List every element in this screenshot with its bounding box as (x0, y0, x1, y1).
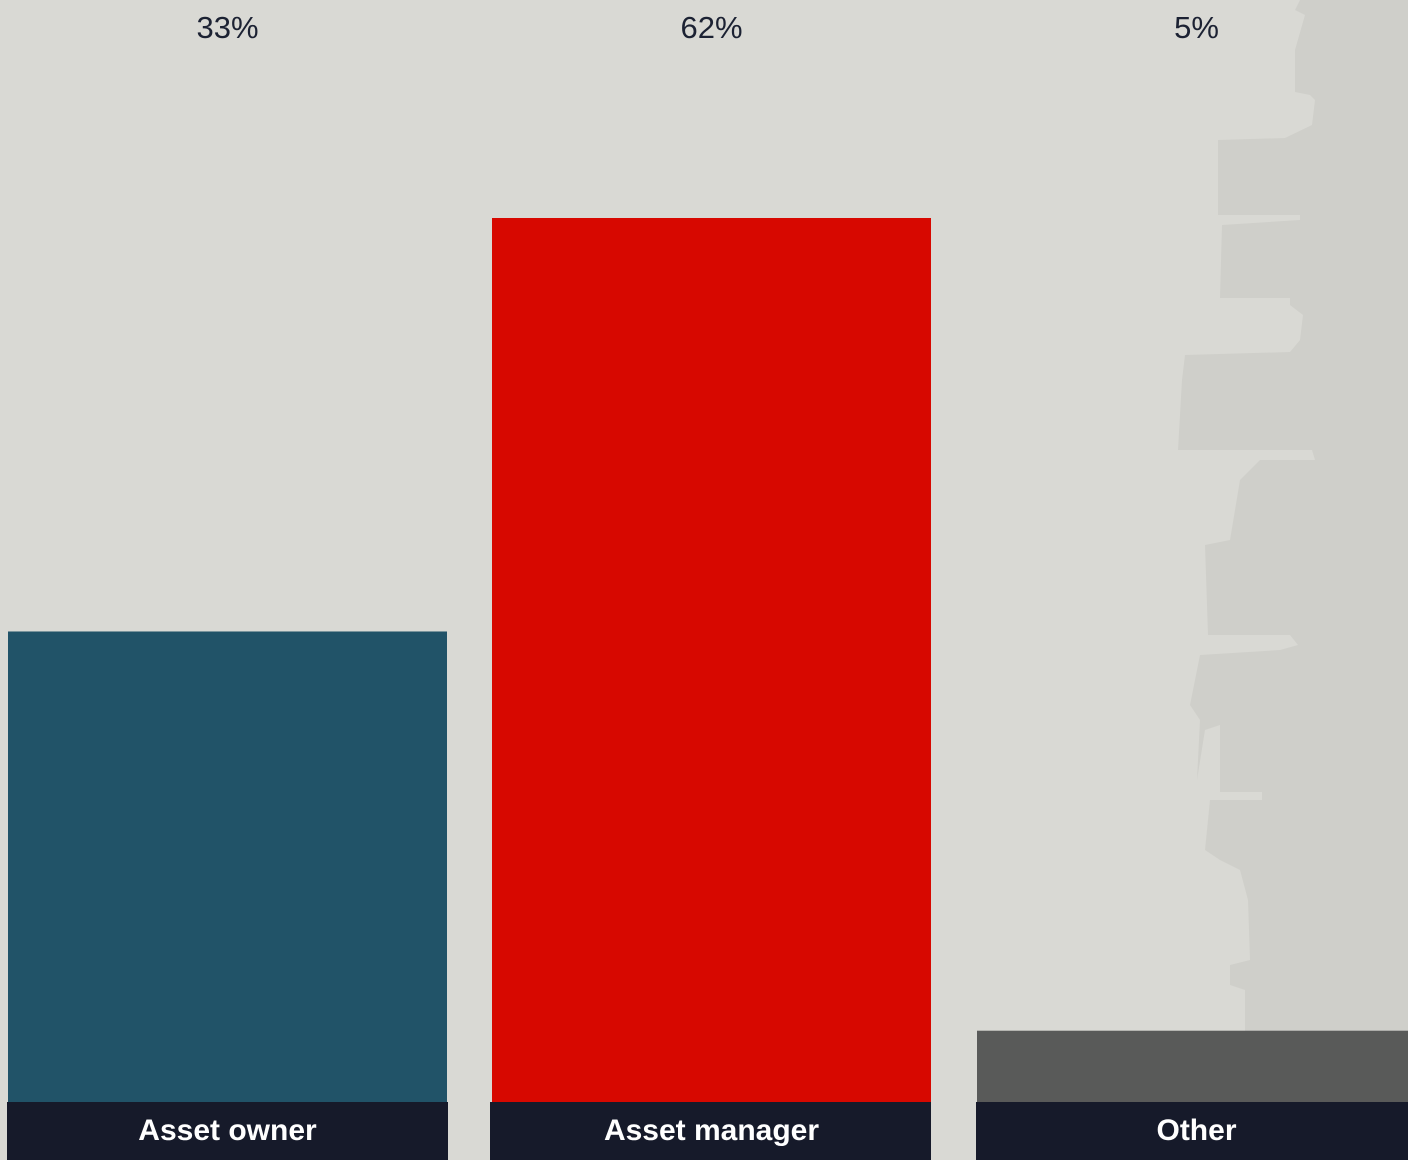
x-tick-label: Asset owner (138, 1114, 317, 1147)
category-box (490, 1102, 931, 1160)
x-tick-label: Asset manager (604, 1114, 819, 1147)
value-label: 33% (196, 10, 258, 45)
bar (8, 631, 447, 1102)
category-box (976, 1102, 1408, 1160)
x-tick-label: Other (1156, 1114, 1236, 1147)
value-label: 62% (680, 10, 742, 45)
category-box (7, 1102, 448, 1160)
value-label: 5% (1174, 10, 1219, 45)
background-silhouette (1178, 0, 1408, 1160)
bar (977, 1030, 1408, 1102)
bar (492, 218, 931, 1102)
